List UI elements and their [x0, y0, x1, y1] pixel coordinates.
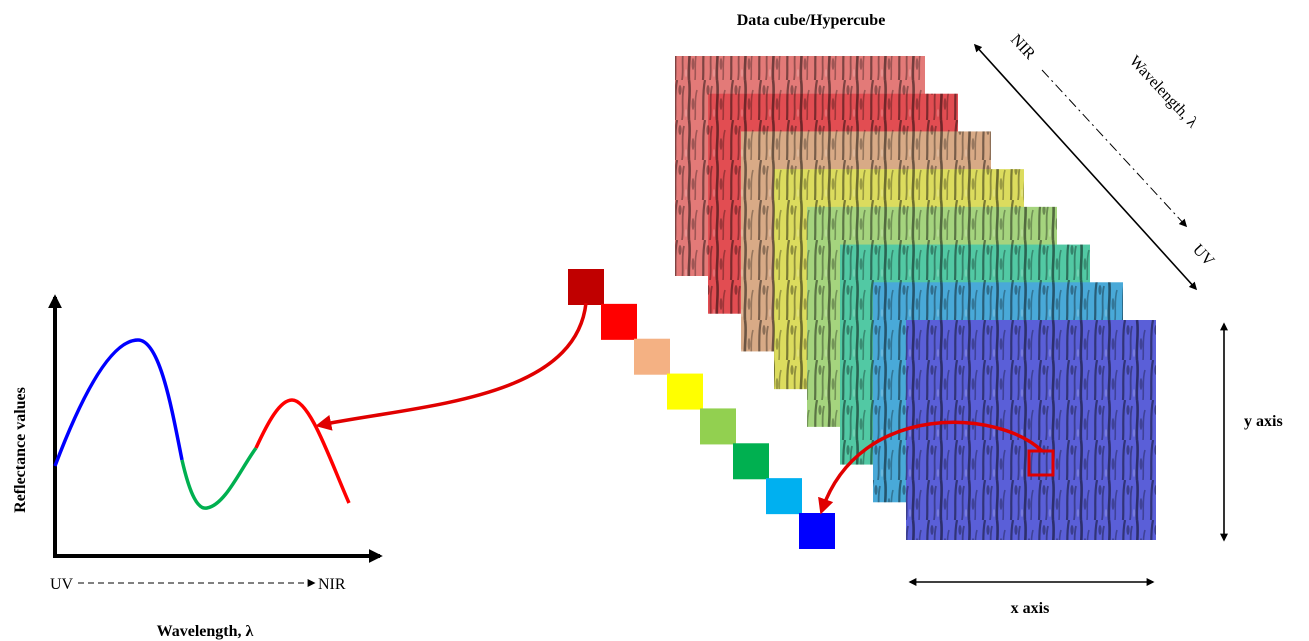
spectrum-curve-uv-segment [53, 338, 184, 467]
pixel-spectrum-cell [667, 373, 703, 410]
pixel-spectrum-cell [700, 408, 736, 445]
spectral-layer-texture [906, 320, 1156, 540]
spectral-layers [675, 56, 1156, 540]
spectrum-curve-mid-segment [180, 446, 258, 510]
plot-ylabel: Reflectance values [12, 387, 29, 513]
pixel-to-column-arrow [818, 420, 1044, 515]
pixel-spectrum-cell [601, 303, 637, 340]
cube-title: Data cube/Hypercube [737, 12, 886, 29]
pixel-spectrum-column [568, 269, 835, 549]
cube-y-axis-label: y axis [1244, 413, 1283, 430]
wavelength-dashdot-arrow [1041, 69, 1188, 228]
wavelength-axis-arrow [973, 43, 1198, 291]
spectral-layer [906, 320, 1156, 540]
plot-xlabel: Wavelength, λ [157, 623, 254, 640]
spectrum-curve-nir-segment [254, 398, 351, 504]
axis-uv-label: UV [1189, 241, 1217, 270]
column-to-plot-arrow [315, 302, 588, 431]
cube-wavelength-label: Wavelength, λ [1126, 53, 1201, 132]
pixel-spectrum-cell [799, 513, 835, 549]
pixel-spectrum-cell [733, 443, 769, 480]
pixel-spectrum-cell [568, 269, 604, 305]
plot-x-end-label: NIR [318, 576, 346, 593]
axis-nir-label: NIR [1007, 31, 1038, 63]
cube-x-axis-label: x axis [1011, 600, 1050, 617]
plot-x-start-label: UV [50, 576, 74, 593]
pixel-spectrum-cell [766, 478, 802, 515]
pixel-spectrum-cell [634, 338, 670, 375]
